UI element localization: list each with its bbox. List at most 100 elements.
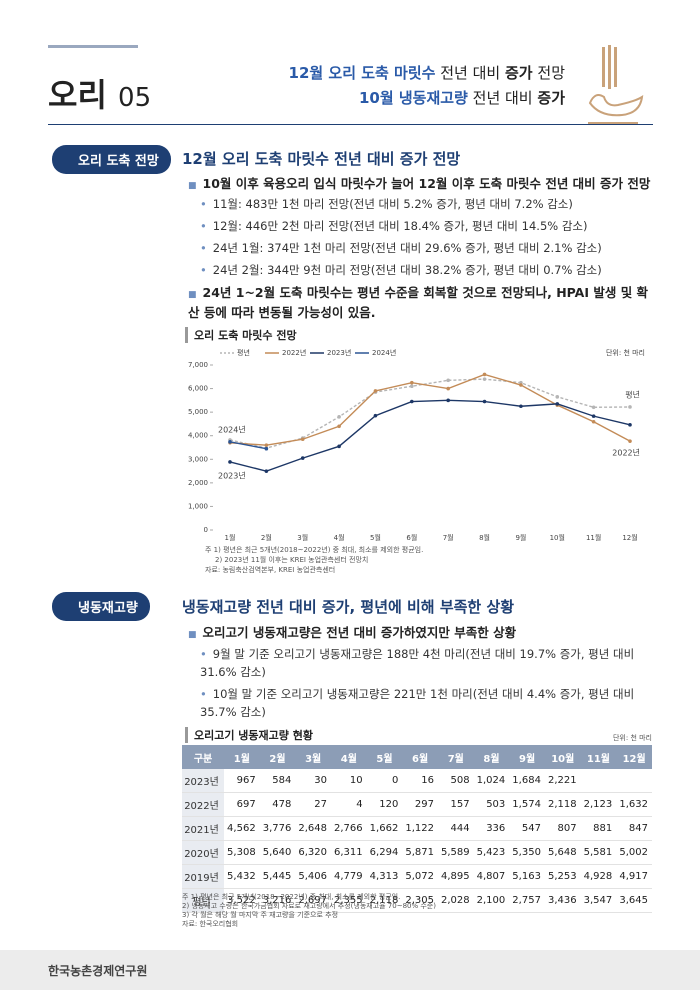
table-notes: 주 1) 평년은 최근 5개년(2018~2022년) 중 최대, 최소를 제외… [182,893,436,929]
cell: 3,776 [259,816,296,841]
point [519,404,523,409]
cell: 336 [473,816,510,841]
cell: 5,002 [616,840,652,865]
cell: 1,632 [616,792,652,817]
headline-part: 증가 [505,64,533,82]
cell: 5,163 [509,864,545,889]
point [446,378,450,383]
point [519,383,523,387]
section-name: 오리 [48,76,107,114]
header-cell: 구분 [182,745,225,769]
y-tick-label: 2,000 [188,479,208,487]
y-tick-label: 7,000 [188,361,208,369]
x-tick-label: 12월 [622,533,637,542]
cell: 5,253 [544,864,581,889]
row: 평년 3,522 3,216 2,697 2,355 2,118 2,305 2,028 2,1… [182,888,652,913]
point [591,414,596,418]
point [628,405,632,409]
cell: 5,423 [473,840,510,865]
cell: 3,645 [616,888,652,913]
cell: 1,122 [402,816,438,841]
cell: 2021년 [182,816,225,841]
bullet: 10월 이후 육용오리 입식 마릿수가 늘어 12월 이후 도축 마릿수 전년 … [188,173,651,192]
section-title: 오리 05 [48,70,151,116]
point [410,384,414,389]
cell [580,769,617,793]
series-annotation: 2022년 [612,448,640,458]
legend-label: 2022년 [282,348,306,357]
cell: 4 [331,792,367,817]
cell: 2,648 [295,816,331,841]
sub-bullet: 24년 1월: 374만 1천 마리 전망(전년 대비 29.6% 증가, 평년… [200,240,602,256]
cell: 16 [402,769,438,793]
cell: 2,118 [544,792,581,817]
cell: 2019년 [182,864,225,889]
headline-1: 12월 오리 도축 마릿수 전년 대비 증가 전망 [289,62,565,83]
rule [48,45,138,48]
series-line [229,378,631,449]
y-tick-label: 4,000 [188,432,208,440]
cell: 2,305 [402,888,438,913]
cell: 5,072 [402,864,438,889]
cell: 697 [224,792,260,817]
cell: 5,589 [437,840,474,865]
cell: 6,311 [331,840,367,865]
note: 자료: 한국오리협회 [182,920,239,928]
heading: 냉동재고량 전년 대비 증가, 평년에 비해 부족한 상황 [182,598,515,616]
cell: 0 [366,769,403,793]
point [482,377,487,381]
cell: 2,118 [366,888,403,913]
note: 주 1) 평년은 최근 5개년(2018~2022년) 중 최대, 최소를 제외… [182,893,401,901]
point [410,399,414,404]
point [337,415,341,419]
cell: 27 [295,792,331,817]
row: 2022년 697 478 27 4 120 297 157 503 1,574 2,118 2,12… [182,792,652,817]
headline-2: 10월 냉동재고량 전년 대비 증가 [359,87,565,108]
cell: 30 [295,769,331,793]
cell: 2,697 [295,888,331,913]
point [628,439,632,443]
cell: 444 [437,816,474,841]
cell: 881 [580,816,617,841]
table-title: 오리고기 냉동재고량 현황 [185,727,313,743]
x-tick-label: 6월 [406,533,417,542]
cell: 5,871 [402,840,438,865]
x-tick-label: 8월 [479,533,490,542]
cell: 5,350 [509,840,545,865]
footer: 한국농촌경제연구원 [48,964,148,978]
cell: 평년 [182,888,225,913]
row: 2019년 5,432 5,445 5,406 4,779 4,313 5,072 4,895… [182,864,652,889]
header-cell: 12월 [616,745,652,769]
y-tick-label: 6,000 [188,385,208,393]
y-tick-label: 0 [204,526,208,534]
cell: 1,684 [509,769,545,793]
cell: 4,562 [224,816,260,841]
cell: 10 [331,769,367,793]
cell: 2,100 [473,888,510,913]
point [264,446,269,451]
point [264,443,269,447]
x-tick-label: 7월 [443,533,454,542]
point [628,423,632,427]
cell: 4,807 [473,864,510,889]
point [482,372,487,377]
cell: 3,522 [224,888,260,913]
cell: 3,436 [544,888,581,913]
legend-label: 2023년 [327,348,351,357]
cell: 967 [224,769,260,793]
sub-bullet: 11월: 483만 1천 마리 전망(전년 대비 5.2% 증가, 평년 대비 … [200,196,573,212]
point [373,389,378,393]
cell: 2022년 [182,792,225,817]
cell: 2,221 [544,769,581,793]
cell: 6,294 [366,840,403,865]
point [337,424,341,429]
legend-label: 2024년 [372,348,396,357]
cell: 503 [473,792,510,817]
x-tick-label: 2월 [261,533,272,542]
cell: 2,123 [580,792,617,817]
point [555,402,560,406]
point [373,413,378,418]
cell: 3,216 [259,888,296,913]
cell: 508 [437,769,474,793]
